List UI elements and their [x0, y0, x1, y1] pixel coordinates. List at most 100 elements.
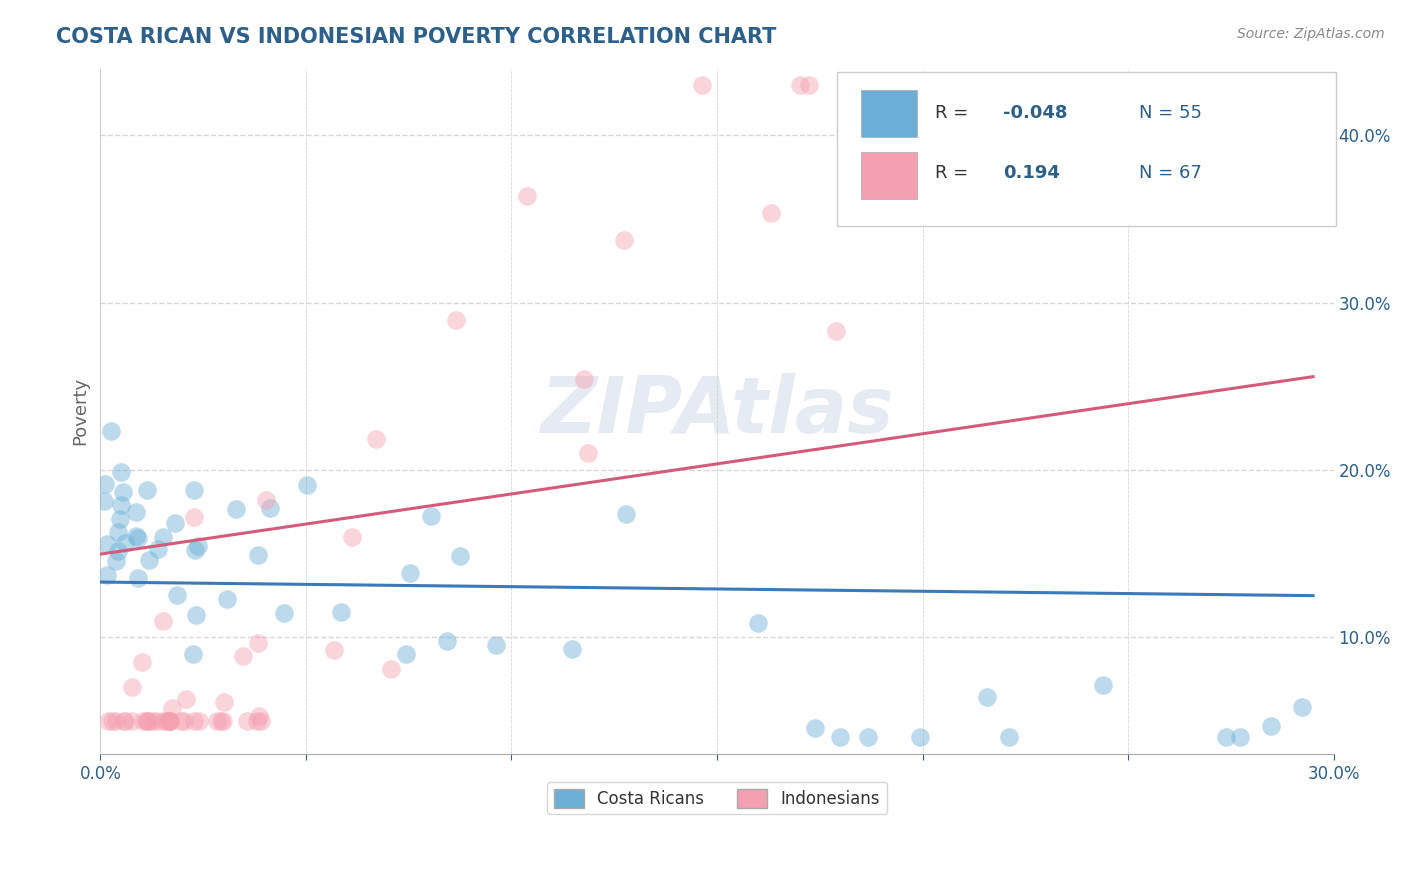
Point — [188, 714, 211, 728]
Point — [152, 530, 174, 544]
Point — [998, 731, 1021, 745]
Point — [236, 714, 259, 728]
Text: COSTA RICAN VS INDONESIAN POVERTY CORRELATION CHART: COSTA RICAN VS INDONESIAN POVERTY CORREL… — [56, 27, 776, 46]
Point — [138, 552, 160, 566]
Point — [799, 78, 821, 93]
Point — [1054, 78, 1077, 93]
Point — [174, 692, 197, 706]
Point — [121, 714, 143, 728]
Text: R =: R = — [935, 164, 974, 183]
Point — [295, 478, 318, 492]
Point — [614, 507, 637, 521]
Point — [108, 511, 131, 525]
Point — [170, 714, 193, 728]
Text: N = 67: N = 67 — [1139, 164, 1202, 183]
Point — [572, 372, 595, 386]
Bar — [862, 90, 917, 137]
Point — [232, 648, 254, 663]
Point — [93, 494, 115, 508]
Point — [107, 524, 129, 539]
Point — [908, 78, 931, 93]
Point — [104, 554, 127, 568]
Point — [114, 535, 136, 549]
Point — [160, 701, 183, 715]
Point — [789, 78, 811, 93]
Point — [205, 714, 228, 728]
Point — [152, 614, 174, 628]
Point — [1119, 78, 1142, 93]
Point — [246, 714, 269, 728]
Point — [420, 509, 443, 524]
Bar — [862, 153, 917, 199]
Point — [366, 432, 388, 446]
Text: N = 55: N = 55 — [1139, 104, 1202, 122]
Y-axis label: Poverty: Poverty — [72, 377, 89, 445]
Point — [395, 647, 418, 661]
Text: 0.194: 0.194 — [1002, 164, 1060, 183]
Point — [398, 566, 420, 580]
Point — [148, 542, 170, 557]
Point — [1171, 78, 1194, 93]
Point — [183, 483, 205, 498]
Point — [1260, 718, 1282, 732]
Point — [96, 568, 118, 582]
Text: ZIPAtlas: ZIPAtlas — [540, 374, 894, 450]
Point — [136, 714, 159, 728]
Point — [121, 680, 143, 694]
Point — [183, 509, 205, 524]
Point — [94, 477, 117, 491]
Text: -0.048: -0.048 — [1002, 104, 1067, 122]
Point — [247, 636, 270, 650]
Point — [886, 78, 908, 93]
Point — [1091, 678, 1114, 692]
Point — [247, 548, 270, 562]
Point — [159, 714, 181, 728]
Point — [1161, 78, 1184, 93]
Point — [157, 714, 180, 728]
Point — [825, 324, 848, 338]
Point — [690, 78, 713, 93]
Point — [856, 731, 879, 745]
Point — [114, 714, 136, 728]
Point — [184, 543, 207, 558]
Point — [576, 446, 599, 460]
Point — [112, 484, 135, 499]
Point — [214, 694, 236, 708]
Point — [127, 571, 149, 585]
Point — [955, 78, 977, 93]
Point — [127, 531, 149, 545]
Point — [110, 498, 132, 512]
Point — [150, 714, 173, 728]
FancyBboxPatch shape — [837, 72, 1336, 227]
Point — [125, 529, 148, 543]
Point — [104, 714, 127, 728]
Point — [100, 424, 122, 438]
Point — [613, 233, 636, 247]
Point — [135, 714, 157, 728]
Point — [759, 206, 782, 220]
Point — [247, 708, 270, 723]
Point — [183, 714, 205, 728]
Point — [159, 714, 181, 728]
Point — [330, 605, 353, 619]
Point — [449, 549, 471, 564]
Point — [96, 537, 118, 551]
Point — [485, 638, 508, 652]
Point — [125, 505, 148, 519]
Point — [868, 78, 890, 93]
Point — [804, 721, 827, 735]
Point — [132, 714, 155, 728]
Point — [340, 530, 363, 544]
Point — [254, 492, 277, 507]
Point — [910, 731, 932, 745]
Point — [97, 714, 120, 728]
Point — [250, 714, 273, 728]
Point — [166, 588, 188, 602]
Point — [212, 714, 235, 728]
Point — [157, 714, 180, 728]
Legend: Costa Ricans, Indonesians: Costa Ricans, Indonesians — [547, 782, 887, 814]
Point — [209, 714, 232, 728]
Point — [967, 78, 990, 93]
Point — [322, 643, 344, 657]
Point — [444, 313, 467, 327]
